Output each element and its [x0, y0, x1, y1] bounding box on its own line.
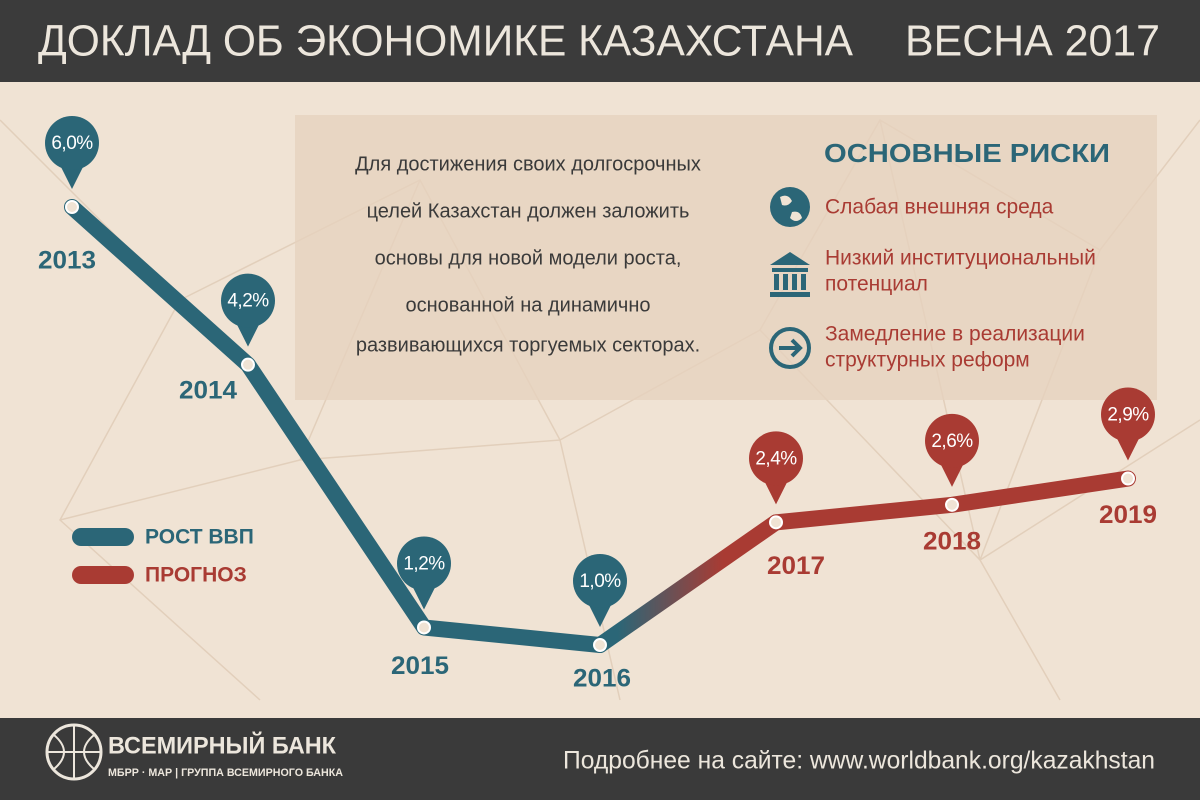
risk-icons: [769, 187, 811, 369]
brand-sub: МБРР · МАР | ГРУППА ВСЕМИРНОГО БАНКА: [108, 767, 343, 779]
value-label: 2,9%: [1107, 405, 1149, 426]
bubble: [397, 536, 451, 591]
text-line: основанной на динамично: [406, 294, 651, 316]
year-label: 2017: [767, 552, 825, 580]
bubble: [749, 431, 803, 486]
footer-bar: [0, 718, 1200, 800]
bubble: [45, 116, 99, 170]
line: [64, 199, 608, 653]
edition: ВЕСНА 2017: [905, 17, 1160, 66]
connector: [592, 514, 784, 653]
logo-lines: [47, 725, 101, 779]
bubble: [1116, 436, 1140, 461]
value-label: 4,2%: [227, 291, 269, 312]
bubble: [573, 554, 627, 608]
bubble: [588, 603, 612, 627]
bubble: [60, 165, 84, 189]
text-box: [295, 115, 1157, 400]
legend-swatch: [72, 566, 134, 584]
point: [769, 515, 783, 530]
value-label: 2,4%: [755, 448, 797, 469]
bubble: [940, 462, 964, 487]
chart: 6,0% 4,2% 1,2% 1,0% 2,4% 2,6% 2,9% 2013 2014 2015…: [38, 116, 1157, 693]
risk-item: потенциал: [825, 273, 928, 296]
risk-item: Слабая внешняя среда: [825, 196, 1054, 219]
text-line: целей Казахстан должен заложить: [367, 200, 690, 222]
text-box-lines: Для достижения своих долгосрочных целей …: [355, 153, 701, 356]
year-label: 2014: [179, 376, 237, 404]
value-label: 6,0%: [51, 133, 93, 154]
legend-swatch: [72, 528, 134, 546]
header-bar: [0, 0, 1200, 82]
bubble: [1101, 387, 1155, 442]
bubble: [764, 480, 788, 505]
globe-land: [780, 195, 802, 221]
risk-item: Замедление в реализации: [825, 323, 1085, 346]
text-line: Для достижения своих долгосрочных: [355, 153, 701, 175]
value-label: 1,2%: [403, 553, 445, 574]
text-line: развивающихся торгуемых секторах.: [356, 334, 700, 356]
title: ДОКЛАД ОБ ЭКОНОМИКЕ КАЗАХСТАНА: [38, 17, 854, 66]
arrow-icon: [769, 327, 811, 369]
risk-item: Низкий институциональный: [825, 247, 1096, 270]
year-label: 2015: [391, 652, 449, 680]
arrow: [779, 338, 803, 358]
year-label: 2018: [923, 527, 981, 555]
point: [241, 357, 255, 372]
legend-label: ПРОГНОЗ: [145, 564, 247, 587]
point: [945, 497, 959, 512]
bank-icon: [770, 252, 810, 297]
bubble: [412, 585, 436, 610]
bubble: [221, 273, 275, 328]
point: [593, 638, 607, 652]
bubble: [925, 413, 979, 468]
year-label: 2019: [1099, 501, 1157, 529]
year-label: 2016: [573, 665, 631, 693]
footer-link: Подробнее на сайте: www.worldbank.org/ka…: [563, 747, 1155, 775]
risk-item: структурных реформ: [825, 349, 1030, 372]
point: [65, 200, 79, 214]
point: [1121, 471, 1135, 486]
value-label: 1,0%: [579, 571, 621, 592]
risks-title: ОСНОВНЫЕ РИСКИ: [824, 138, 1110, 168]
year-label: 2013: [38, 247, 96, 275]
value-label: 2,6%: [931, 431, 973, 452]
legend-label: РОСТ ВВП: [145, 526, 254, 549]
point: [417, 620, 431, 635]
bubble: [236, 322, 260, 347]
text-line: основы для новой модели роста,: [375, 247, 682, 269]
globe-icon: [770, 187, 810, 227]
brand: ВСЕМИРНЫЙ БАНК: [108, 731, 336, 759]
risk-items: Слабая внешняя среда Низкий институциона…: [825, 196, 1096, 372]
